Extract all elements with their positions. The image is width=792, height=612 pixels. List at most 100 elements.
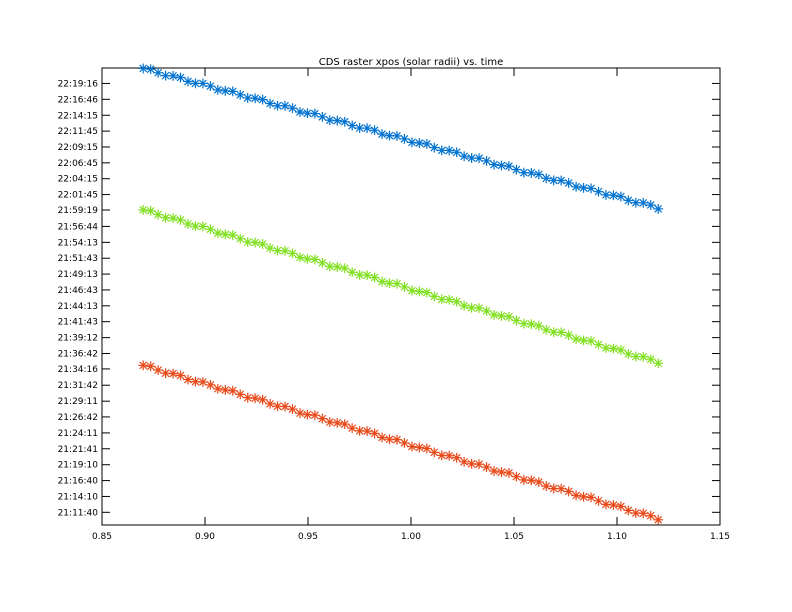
data-point [235, 389, 246, 400]
data-point [406, 441, 417, 452]
data-point [474, 459, 484, 470]
y-tick-label: 21:31:42 [58, 381, 98, 391]
data-point [212, 228, 223, 239]
data-point [339, 116, 350, 127]
data-point [615, 191, 626, 202]
data-point [272, 100, 283, 111]
data-point [138, 360, 149, 371]
data-point [556, 483, 567, 494]
data-point [347, 267, 358, 278]
data-point [399, 133, 410, 144]
data-point [578, 491, 589, 502]
data-point [227, 385, 238, 396]
data-point [429, 447, 440, 458]
data-point [533, 320, 544, 331]
data-point [392, 130, 402, 141]
data-point [630, 197, 641, 208]
data-point [459, 456, 470, 467]
y-tick-label: 21:49:13 [58, 270, 98, 280]
data-point [563, 486, 574, 497]
data-point [511, 164, 522, 175]
data-point [295, 107, 305, 117]
data-point [533, 169, 544, 180]
data-point [638, 508, 649, 519]
data-point [198, 78, 208, 89]
y-tick-label: 21:14:10 [58, 492, 99, 502]
data-point [451, 296, 462, 307]
data-point [212, 84, 223, 95]
data-point [332, 262, 343, 272]
y-tick-label: 21:21:41 [58, 445, 98, 455]
data-point [578, 335, 589, 346]
data-point [645, 354, 656, 365]
data-point [257, 394, 268, 405]
data-point [638, 197, 649, 208]
data-point [615, 345, 626, 355]
data-point [645, 200, 656, 210]
x-tick-label: 1.10 [607, 532, 627, 542]
data-point [474, 153, 484, 164]
data-point [571, 334, 581, 344]
data-point [138, 205, 149, 215]
data-point [436, 450, 447, 461]
data-point [504, 161, 514, 172]
data-point [444, 450, 455, 461]
data-point [347, 423, 358, 434]
data-point [653, 203, 664, 214]
data-point [309, 254, 320, 265]
data-point [377, 432, 387, 443]
data-point [623, 195, 634, 206]
data-point [235, 89, 246, 100]
data-point [459, 151, 470, 162]
data-point [504, 311, 514, 322]
data-point [653, 358, 664, 369]
data-point [324, 261, 335, 272]
data-point [421, 287, 432, 298]
data-point [242, 392, 253, 403]
data-point [309, 108, 320, 119]
data-point [638, 351, 649, 362]
data-point [414, 286, 425, 297]
data-point [623, 505, 634, 516]
x-tick-label: 1.05 [504, 532, 524, 542]
data-point [541, 173, 552, 184]
y-tick-label: 21:44:13 [58, 302, 98, 312]
data-point [504, 468, 514, 478]
data-point [615, 501, 626, 512]
data-point [526, 168, 537, 178]
y-tick-label: 22:16:46 [58, 95, 99, 105]
data-point [250, 93, 261, 104]
data-point [198, 221, 208, 232]
x-tick-label: 1.15 [710, 532, 730, 542]
y-tick-label: 21:26:42 [58, 413, 98, 423]
y-tick-label: 21:34:16 [58, 365, 99, 375]
data-point [272, 401, 283, 412]
data-point [287, 248, 298, 259]
data-point [220, 385, 231, 395]
data-point [496, 160, 507, 171]
data-point [302, 108, 313, 119]
y-tick-label: 21:54:13 [58, 238, 98, 248]
data-point [563, 178, 574, 188]
data-point [280, 100, 290, 111]
y-tick-label: 21:24:11 [58, 429, 98, 439]
data-point [392, 278, 402, 289]
x-tick-label: 0.85 [92, 532, 112, 542]
data-point [399, 281, 410, 292]
data-point [369, 272, 380, 283]
data-point [489, 309, 499, 320]
data-point [369, 125, 380, 136]
data-point [198, 377, 208, 387]
data-point [168, 70, 178, 81]
data-point [354, 270, 365, 280]
data-point [586, 492, 596, 503]
data-point [518, 318, 529, 329]
data-point [533, 477, 544, 487]
data-point [496, 467, 507, 477]
data-point [168, 213, 178, 224]
data-point [265, 243, 275, 254]
data-point [548, 327, 559, 338]
y-tick-label: 21:51:43 [58, 254, 98, 264]
y-tick-label: 21:29:11 [58, 397, 98, 407]
series-1 [138, 205, 664, 369]
